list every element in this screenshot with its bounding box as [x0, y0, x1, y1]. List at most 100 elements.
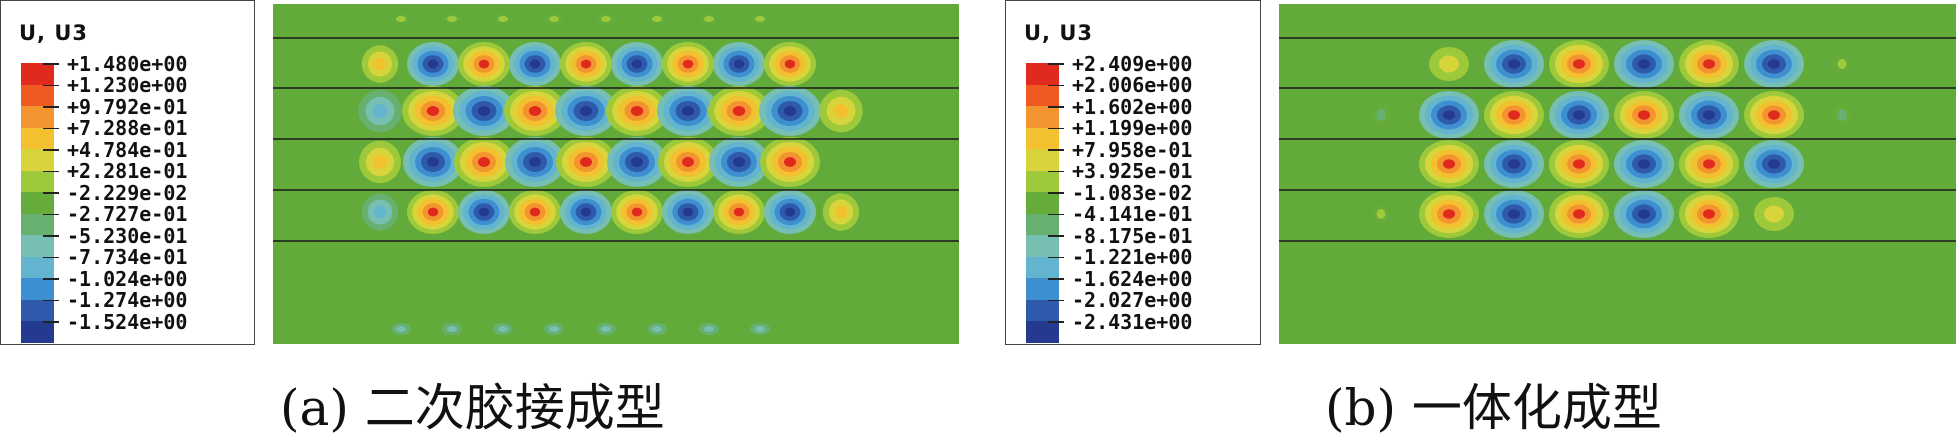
legend-a: U, U3 +1.480e+00 +1.230e+00 +9.792e-01 +7.2…: [0, 0, 255, 345]
scale-swatch: [1026, 321, 1059, 343]
negative-deflection: [1614, 190, 1674, 238]
scale-swatch: [21, 106, 54, 128]
scale-label: +3.925e-01: [1072, 159, 1193, 184]
scale-swatch: [1026, 149, 1059, 171]
scale-tick: +2.409e+00: [1048, 52, 1192, 76]
color-scale-a: [21, 63, 54, 343]
scale-tick: -2.727e-01: [43, 202, 187, 226]
color-scale-b: [1026, 63, 1059, 343]
scale-tick: +2.281e-01: [43, 159, 188, 184]
scale-label: +1.199e+00: [1072, 116, 1193, 141]
fringe-blob: [442, 13, 462, 25]
positive-deflection: [359, 140, 401, 184]
fringe-blob: [596, 323, 616, 335]
positive-deflection: [407, 190, 459, 234]
scale-swatch: [1026, 278, 1059, 300]
scale-label: -1.524e+00: [67, 309, 188, 334]
negative-deflection: [759, 86, 821, 136]
scale-label: -2.431e+00: [1072, 309, 1193, 334]
fringe-blob: [699, 13, 719, 25]
scale-label: -8.175e-01: [1072, 223, 1193, 248]
scale-swatch: [1026, 106, 1059, 128]
scale-swatch: [21, 213, 54, 235]
scale-swatch: [1026, 84, 1059, 106]
positive-deflection: [1419, 190, 1479, 238]
scale-label: -1.274e+00: [67, 288, 188, 313]
scale-swatch: [21, 192, 54, 214]
negative-deflection: [1549, 91, 1609, 139]
scale-swatch: [21, 299, 54, 321]
scale-label: +4.784e-01: [67, 137, 188, 162]
scale-swatch: [1026, 256, 1059, 278]
fringe-blob: [442, 323, 462, 335]
scale-tick: +1.230e+00: [43, 73, 187, 97]
fringe-blob: [1832, 103, 1852, 127]
scale-label: +7.958e-01: [1072, 137, 1193, 162]
scale-swatch: [21, 278, 54, 300]
scale-tick: -1.524e+00: [43, 309, 188, 334]
scale-tick: +7.958e-01: [1048, 137, 1193, 162]
positive-deflection: [1679, 40, 1739, 88]
scale-swatch: [21, 235, 54, 257]
negative-deflection: [1744, 40, 1804, 88]
negative-deflection: [764, 190, 816, 234]
positive-deflection: [458, 42, 510, 86]
fringe-blob: [544, 13, 564, 25]
negative-deflection: [509, 42, 561, 86]
negative-deflection: [1754, 197, 1794, 231]
scale-tick: +1.480e+00: [43, 52, 187, 76]
scale-tick: +7.288e-01: [43, 116, 187, 140]
negative-deflection: [555, 86, 617, 136]
scale-label: -4.141e-01: [1072, 202, 1193, 227]
positive-deflection: [1614, 91, 1674, 139]
scale-swatch: [21, 149, 54, 171]
scale-label: +9.792e-01: [67, 94, 188, 119]
negative-deflection: [1484, 40, 1544, 88]
scale-swatch: [21, 63, 54, 85]
fringe-blob: [391, 13, 411, 25]
fringe-blob: [1833, 54, 1851, 74]
scale-tick: +4.784e-01: [43, 137, 188, 162]
scale-swatch: [21, 256, 54, 278]
scale-swatch: [21, 321, 54, 343]
negative-deflection: [453, 86, 515, 136]
scale-tick: -7.734e-01: [43, 245, 187, 269]
positive-deflection: [1679, 190, 1739, 238]
negative-deflection: [657, 86, 719, 136]
scale-label: -1.024e+00: [67, 266, 188, 291]
scale-tick: -1.024e+00: [43, 266, 188, 291]
negative-deflection: [505, 137, 565, 187]
positive-deflection: [504, 86, 566, 136]
positive-deflection: [509, 190, 561, 234]
scale-label: +2.006e+00: [1072, 73, 1193, 98]
negative-deflection: [361, 193, 399, 231]
positive-deflection: [361, 45, 399, 83]
positive-deflection: [819, 89, 863, 133]
negative-deflection: [458, 190, 510, 234]
positive-deflection: [556, 137, 616, 187]
scale-label: -1.624e+00: [1072, 266, 1193, 291]
scale-label: +1.602e+00: [1072, 94, 1193, 119]
scale-tick: +1.602e+00: [1048, 94, 1193, 119]
fringe-blob: [596, 13, 616, 25]
negative-deflection: [662, 190, 714, 234]
positive-deflection: [1744, 91, 1804, 139]
scale-swatch: [1026, 63, 1059, 85]
positive-deflection: [1429, 47, 1469, 81]
scale-tick: +2.006e+00: [1048, 73, 1193, 98]
scale-tick: -2.027e+00: [1048, 288, 1192, 312]
scale-tick: +9.792e-01: [43, 94, 188, 119]
fringe-blob: [699, 323, 719, 335]
scale-tick: -4.141e-01: [1048, 202, 1193, 227]
scale-label: +2.281e-01: [67, 159, 188, 184]
scale-tick: -2.431e+00: [1048, 309, 1193, 334]
positive-deflection: [1549, 190, 1609, 238]
legend-b: U, U3 +2.409e+00 +2.006e+00 +1.602e+00 +1.1…: [1005, 0, 1261, 345]
positive-deflection: [822, 193, 860, 231]
contour-plot-b: [1279, 4, 1956, 344]
negative-deflection: [358, 89, 402, 133]
scale-tick: -8.175e-01: [1048, 223, 1193, 248]
scale-label: -1.221e+00: [1072, 245, 1193, 270]
negative-deflection: [713, 42, 765, 86]
negative-deflection: [1419, 91, 1479, 139]
